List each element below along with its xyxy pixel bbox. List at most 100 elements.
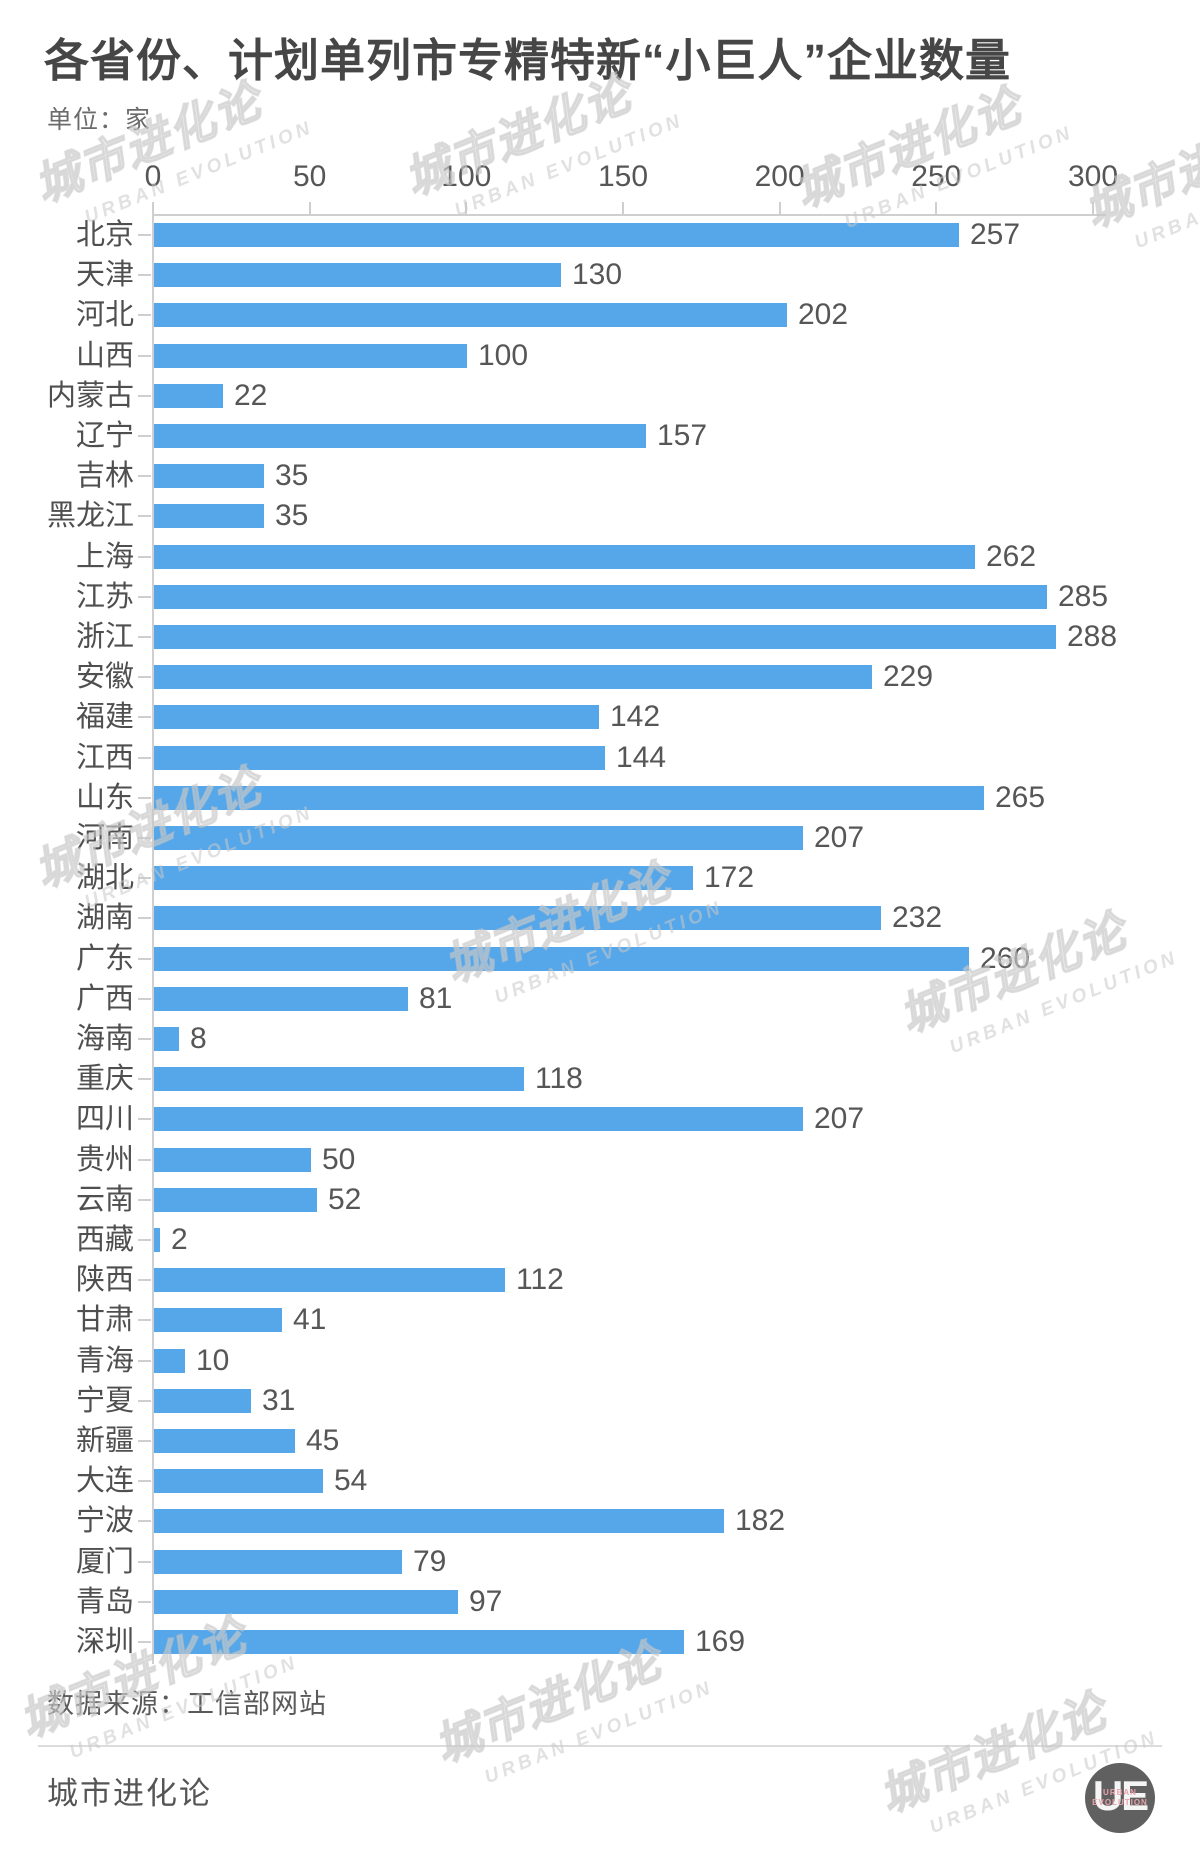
bar (154, 263, 561, 288)
category-tick-mark (138, 515, 151, 518)
bar (154, 383, 223, 408)
value-label: 172 (704, 861, 755, 895)
category-tick-mark (138, 1279, 151, 1282)
axis-tick-mark (935, 202, 938, 215)
bar (154, 1027, 179, 1051)
logo-wordmark-line1: URBAN (1103, 1788, 1137, 1797)
category-tick-mark (138, 1158, 151, 1161)
category-tick-mark (138, 1198, 151, 1201)
category-tick-mark (138, 997, 151, 1000)
category-tick-mark (138, 234, 151, 236)
urban-evolution-logo: UE URBAN EVOLUTION (1085, 1763, 1155, 1833)
category-label: 福建 (75, 701, 134, 734)
value-label: 130 (572, 258, 623, 292)
category-label: 青岛 (75, 1585, 134, 1618)
bar (154, 986, 408, 1011)
category-label: 海南 (75, 1023, 134, 1055)
bar (154, 424, 646, 448)
logo-monogram: UE (1092, 1772, 1149, 1819)
unit-label: 单位：家 (47, 106, 152, 134)
category-tick-mark (138, 1118, 151, 1121)
category-tick-mark (138, 1440, 151, 1442)
bar (154, 1469, 323, 1494)
category-tick-mark (138, 354, 151, 357)
category-tick-mark (138, 1520, 151, 1523)
value-label: 207 (814, 1102, 865, 1136)
logo-wordmark: URBAN EVOLUTION (1085, 1788, 1155, 1808)
value-label: 2 (171, 1223, 188, 1256)
bar (154, 866, 693, 891)
category-tick-mark (138, 676, 151, 679)
axis-tick-mark (778, 202, 781, 215)
category-tick-mark (138, 274, 151, 277)
value-label: 207 (814, 821, 865, 854)
category-tick-mark (138, 1359, 151, 1362)
bar (154, 1107, 803, 1132)
category-label: 深圳 (75, 1626, 134, 1658)
bar (154, 745, 605, 770)
bar (154, 1187, 317, 1212)
y-axis-line (152, 214, 154, 1664)
category-label: 甘肃 (75, 1304, 134, 1337)
category-label: 云南 (75, 1183, 134, 1216)
axis-tick-mark (152, 202, 154, 215)
value-label: 10 (196, 1343, 230, 1377)
bar (154, 1589, 458, 1614)
category-label: 陕西 (75, 1264, 134, 1297)
bar (154, 1308, 282, 1333)
axis-tick-label: 50 (292, 160, 327, 193)
category-tick-mark (138, 1480, 151, 1483)
category-tick-mark (138, 314, 151, 317)
value-label: 262 (986, 539, 1037, 573)
value-label: 260 (980, 941, 1031, 975)
category-label: 湖南 (75, 902, 134, 935)
category-label: 江西 (75, 741, 134, 774)
category-label: 黑龙江 (46, 500, 134, 533)
value-label: 35 (275, 499, 309, 533)
category-tick-mark (138, 555, 151, 558)
category-label: 河北 (75, 299, 134, 332)
value-label: 22 (234, 378, 268, 412)
bar (154, 464, 264, 489)
category-tick-mark (138, 1399, 151, 1402)
category-label: 西藏 (75, 1224, 134, 1256)
category-tick-mark (138, 1319, 151, 1322)
category-label: 厦门 (75, 1545, 134, 1578)
bar (154, 705, 599, 730)
axis-tick-mark (621, 202, 624, 215)
category-tick-mark (138, 1078, 151, 1081)
category-label: 大连 (75, 1465, 134, 1498)
category-label: 重庆 (75, 1063, 134, 1096)
chart-title: 各省份、计划单列市专精特新“小巨人”企业数量 (44, 35, 1012, 86)
value-label: 41 (293, 1303, 327, 1337)
category-tick-mark (138, 475, 151, 478)
value-label: 265 (995, 780, 1046, 814)
data-source-label: 数据来源：工信部网站 (47, 1689, 327, 1719)
axis-tick-label: 0 (144, 160, 162, 193)
axis-tick-mark (1091, 202, 1094, 215)
value-label: 50 (322, 1142, 356, 1176)
value-label: 100 (478, 338, 529, 372)
brand-name: 城市进化论 (47, 1776, 212, 1811)
category-label: 宁波 (75, 1505, 134, 1538)
category-label: 湖北 (75, 862, 134, 895)
bar (154, 544, 975, 569)
value-label: 182 (735, 1504, 786, 1538)
bar (154, 343, 467, 368)
category-label: 四川 (75, 1103, 134, 1136)
category-label: 内蒙古 (46, 379, 134, 412)
value-label: 202 (798, 298, 849, 332)
bar (154, 1429, 295, 1453)
category-tick-mark (138, 877, 151, 880)
category-tick-mark (138, 917, 151, 920)
value-label: 229 (883, 660, 934, 694)
axis-tick-label: 250 (911, 160, 962, 193)
category-label: 新疆 (75, 1425, 134, 1457)
bar (154, 665, 872, 690)
category-label: 山东 (75, 781, 134, 814)
axis-tick-label: 200 (754, 160, 805, 193)
value-label: 288 (1067, 620, 1118, 653)
category-tick-mark (138, 1641, 151, 1643)
bar (154, 906, 881, 931)
